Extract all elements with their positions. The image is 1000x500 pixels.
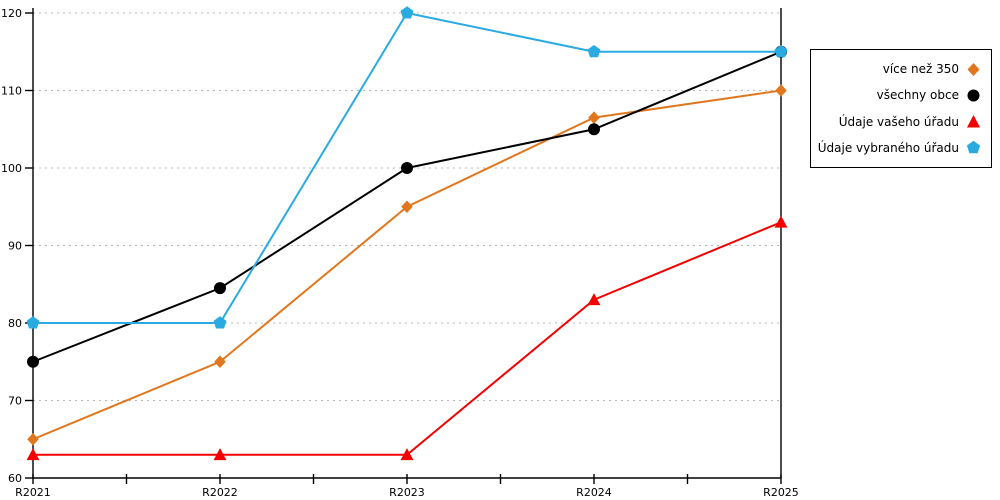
series-line-triangle	[33, 221, 782, 456]
data-point-diamond	[775, 84, 787, 97]
data-point-pentagon	[400, 6, 414, 19]
legend-label: více než 350	[882, 62, 959, 77]
x-tick-label: R2023	[389, 486, 425, 499]
circle-marker-icon	[966, 88, 981, 103]
y-tick-label: 110	[1, 85, 22, 98]
x-tick-label: R2022	[202, 486, 238, 499]
diamond-marker-icon	[966, 62, 981, 77]
legend-item: Údaje vybraného úřadu	[817, 135, 981, 161]
data-point-triangle	[587, 293, 601, 306]
legend-item: Údaje vašeho úřadu	[821, 109, 981, 135]
x-tick-label: R2024	[576, 486, 612, 499]
data-point-circle	[401, 162, 413, 174]
data-point-triangle	[26, 448, 40, 461]
legend-label: všechny obce	[876, 88, 959, 103]
data-point-pentagon	[26, 316, 40, 329]
y-tick-label: 100	[1, 162, 22, 175]
pentagon-marker-icon	[966, 140, 981, 155]
x-tick-label: R2025	[763, 486, 799, 499]
legend-item: více než 350	[821, 56, 981, 82]
data-point-circle	[588, 123, 600, 136]
data-point-diamond	[588, 111, 600, 124]
data-point-triangle	[774, 215, 788, 228]
data-point-circle	[214, 282, 226, 295]
legend-label: Údaje vybraného úřadu	[817, 140, 959, 155]
legend-label: Údaje vašeho úřadu	[838, 114, 959, 129]
y-tick-label: 120	[1, 7, 22, 20]
y-tick-label: 90	[8, 240, 22, 253]
legend-item: všechny obce	[821, 82, 981, 108]
x-tick-label: R2021	[15, 486, 51, 499]
y-tick-label: 80	[8, 317, 22, 330]
data-point-diamond	[401, 200, 413, 213]
data-point-pentagon	[774, 44, 788, 58]
data-point-triangle	[213, 448, 227, 461]
series-line-diamond	[32, 89, 782, 441]
data-point-diamond	[214, 355, 226, 368]
y-tick-label: 60	[8, 472, 22, 485]
data-point-diamond	[27, 433, 39, 446]
y-tick-label: 70	[8, 395, 22, 408]
legend: více než 350 všechny obce Údaje vašeho úřa…	[810, 49, 992, 168]
data-point-pentagon	[213, 316, 227, 329]
triangle-marker-icon	[966, 114, 981, 129]
data-point-circle	[27, 355, 39, 368]
data-point-triangle	[400, 448, 414, 461]
data-point-pentagon	[587, 44, 601, 58]
